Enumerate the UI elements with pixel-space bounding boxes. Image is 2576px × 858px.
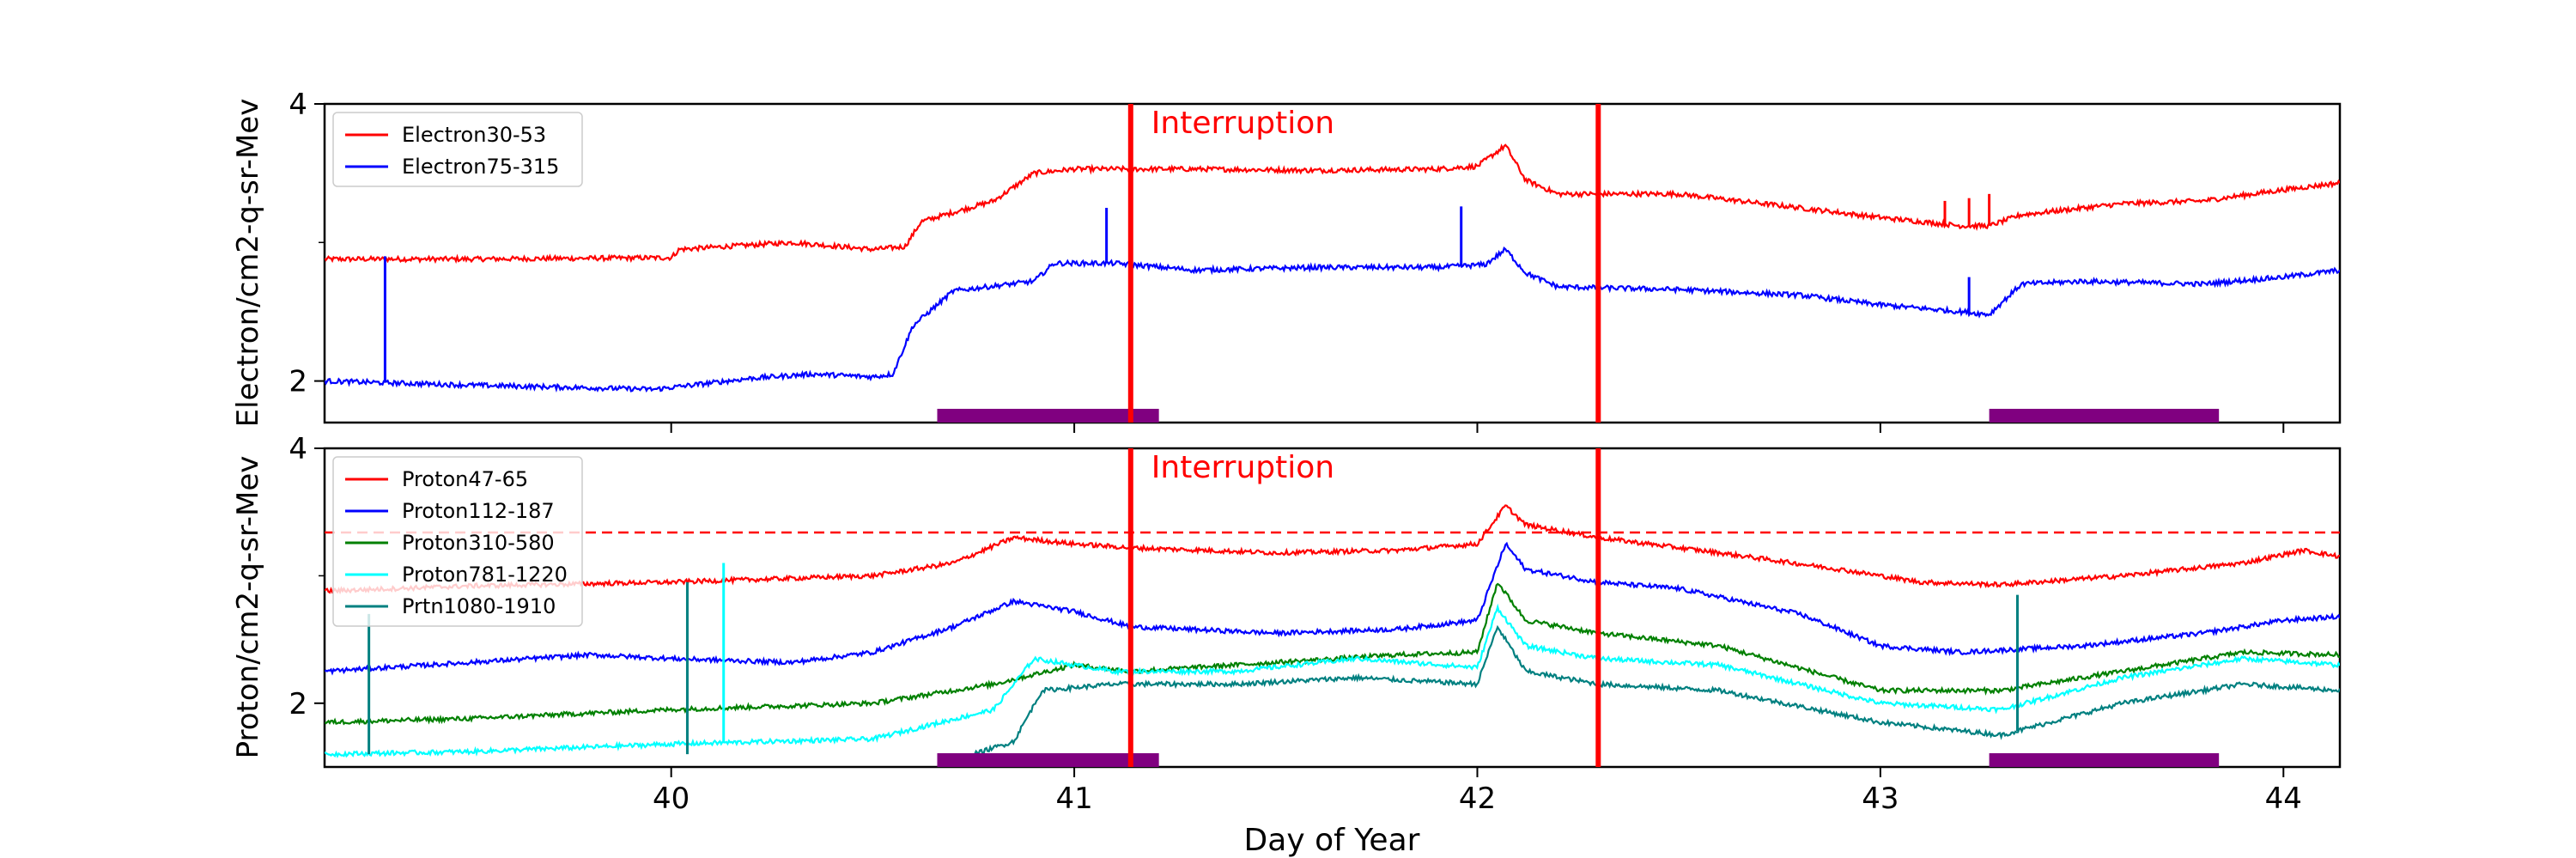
electron-series-electron75-315 [325,246,2340,393]
proton-interruption-label: Interruption [1151,450,1334,485]
proton-x-tick-label: 40 [653,782,690,816]
proton-panel: Interruption 2 4 40 41 42 43 44 Proton/cm2-q-s… [231,432,2342,858]
proton-event-bar [937,753,1159,767]
electron-y-tick-label: 4 [289,88,307,122]
electron-plot-area [325,143,2340,393]
electron-series-group [325,143,2340,393]
electron-event-bar [1989,409,2220,423]
proton-legend-label: Proton112-187 [402,499,555,523]
electron-legend-label: Electron30-53 [402,123,546,147]
proton-y-tick-label: 4 [289,432,307,466]
proton-event-bar [1989,753,2220,767]
electron-panel-frame [323,102,2342,424]
proton-x-tick-label: 42 [1459,782,1496,816]
electron-interruption-label: Interruption [1151,106,1334,141]
electron-legend-label: Electron75-315 [402,155,559,179]
proton-panel-frame [323,447,2342,769]
proton-legend: Proton47-65 Proton112-187 Proton310-580 Pro… [332,456,583,627]
proton-legend-label: Proton781-1220 [402,563,568,587]
electron-legend-box [332,112,583,187]
proton-legend-label: Proton47-65 [402,467,528,491]
proton-x-tick-label: 41 [1055,782,1092,816]
proton-x-tick-label: 44 [2265,782,2302,816]
proton-axis-ticks: 2 4 40 41 42 43 44 [289,432,2302,816]
electron-event-bar [937,409,1159,423]
electron-axis-ticks: 24 [289,88,2285,433]
proton-series-proton310-580 [325,582,2340,726]
electron-series-electron30-53 [325,143,2340,265]
electron-y-tick-label: 2 [289,365,307,399]
proton-x-tick-label: 43 [1862,782,1899,816]
proton-series-proton781-1220 [325,603,2340,758]
x-axis-label: Day of Year [1244,823,1420,858]
electron-annotations: Interruption [937,104,2220,423]
proton-series-group [325,504,2340,758]
electron-y-axis-label: Electron/cm2-q-sr-Mev [231,99,265,428]
proton-series-proton112-187 [325,541,2340,676]
proton-y-axis-label: Proton/cm2-q-sr-Mev [231,456,265,759]
proton-legend-label: Prtn1080-1910 [402,594,556,618]
proton-annotations: Interruption [937,448,2220,767]
proton-legend-label: Proton310-580 [402,531,555,555]
proton-legend-box [332,456,583,627]
proton-y-tick-label: 2 [289,687,307,721]
electron-panel: Interruption 24 Electron/cm2-q-sr-Mev El… [231,88,2342,433]
electron-legend: Electron30-53 Electron75-315 [332,112,583,187]
proton-series-prtn1080-1910 [972,624,2340,758]
proton-plot-area [325,504,2340,758]
proton-series-proton47-65 [325,504,2340,595]
